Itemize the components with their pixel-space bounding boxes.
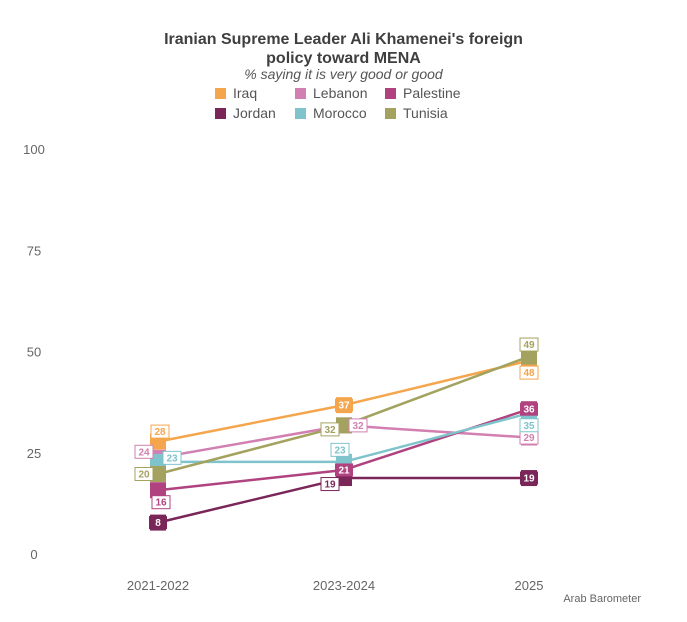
- legend-label-tunisia: Tunisia: [403, 105, 448, 121]
- data-label: 36: [523, 405, 535, 416]
- data-label: 20: [138, 470, 150, 481]
- data-label-box: [150, 424, 170, 439]
- data-label: 32: [352, 421, 364, 432]
- data-label-box: [162, 450, 182, 465]
- data-point-morocco: [150, 453, 166, 470]
- data-label: 23: [166, 453, 178, 464]
- legend-swatch-tunisia: [385, 107, 396, 119]
- data-point-tunisia: [150, 466, 166, 482]
- data-point-palestine: [150, 482, 166, 499]
- data-label: 48: [523, 368, 535, 379]
- data-label-box: [519, 418, 539, 433]
- y-tick-label: 75: [27, 243, 41, 258]
- y-tick-label: 100: [23, 142, 45, 157]
- legend-item-jordan: Jordan: [215, 104, 295, 122]
- data-label: 19: [324, 480, 336, 491]
- data-label-box: [320, 422, 340, 437]
- y-tick-label: 25: [27, 446, 41, 461]
- y-tick-label: 0: [30, 547, 37, 562]
- data-point-tunisia: [521, 348, 537, 365]
- data-label: 16: [155, 498, 167, 509]
- data-point-tunisia: [336, 417, 352, 434]
- data-label-box: [134, 444, 154, 459]
- data-label: 49: [523, 340, 535, 351]
- chart-title: Iranian Supreme Leader Ali Khamenei's fo…: [164, 31, 523, 67]
- data-label-box: [335, 463, 353, 477]
- data-label-box: [149, 516, 167, 530]
- legend-item-lebanon: Lebanon: [295, 84, 385, 102]
- data-label: 37: [338, 401, 350, 412]
- x-tick-label: 2021-2022: [127, 578, 189, 593]
- data-label-box: [520, 471, 538, 485]
- data-label-box: [320, 477, 340, 492]
- data-label: 24: [138, 447, 150, 458]
- legend-swatch-morocco: [295, 107, 306, 119]
- legend-swatch-palestine: [385, 87, 396, 99]
- x-tick-label: 2023-2024: [313, 578, 375, 593]
- legend-item-tunisia: Tunisia: [385, 104, 485, 122]
- data-label-box: [330, 442, 350, 457]
- legend-item-iraq: Iraq: [215, 84, 295, 102]
- data-label: 19: [523, 474, 535, 485]
- data-label: 23: [334, 445, 346, 456]
- data-label: 32: [324, 425, 336, 436]
- x-tick-label: 2025: [515, 578, 544, 593]
- legend-swatch-jordan: [215, 107, 226, 119]
- legend-item-palestine: Palestine: [385, 84, 485, 102]
- data-label-box: [335, 398, 353, 412]
- data-label: 29: [523, 433, 535, 444]
- legend-label-lebanon: Lebanon: [313, 85, 368, 101]
- chart-subtitle: % saying it is very good or good: [244, 66, 443, 82]
- legend-label-jordan: Jordan: [233, 105, 276, 121]
- legend-swatch-lebanon: [295, 87, 306, 99]
- legend-item-morocco: Morocco: [295, 104, 385, 122]
- legend-label-morocco: Morocco: [313, 105, 367, 121]
- data-label-box: [151, 495, 171, 510]
- data-label-box: [519, 365, 539, 380]
- source-note: Arab Barometer: [563, 593, 641, 605]
- data-label-box: [134, 467, 154, 481]
- data-label-box: [348, 418, 368, 433]
- data-label-box: [519, 337, 539, 352]
- legend: Iraq Lebanon Palestine Jordan Morocco Tu…: [215, 84, 485, 122]
- data-label: 28: [154, 427, 166, 438]
- y-tick-label: 50: [27, 345, 41, 360]
- data-label: 21: [338, 465, 350, 476]
- data-label: 8: [155, 518, 161, 529]
- legend-swatch-iraq: [215, 87, 226, 99]
- legend-label-palestine: Palestine: [403, 85, 461, 101]
- legend-label-iraq: Iraq: [233, 85, 258, 101]
- data-label: 35: [523, 421, 535, 432]
- data-label-box: [520, 402, 538, 416]
